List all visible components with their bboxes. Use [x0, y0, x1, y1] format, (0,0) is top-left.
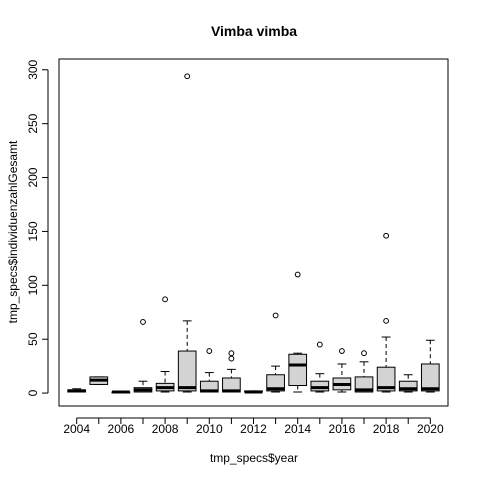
box-2007 [133, 319, 153, 393]
box-iqr [310, 380, 330, 392]
x-tick-label: 2010 [196, 422, 223, 436]
y-tick-label: 100 [26, 275, 40, 295]
outlier-point [228, 355, 235, 362]
outlier-point [272, 312, 279, 319]
box-iqr [376, 366, 396, 392]
plot-frame [58, 58, 449, 407]
outlier-point [140, 319, 146, 325]
box-iqr [354, 376, 374, 393]
outlier-point [162, 296, 168, 303]
box-iqr [420, 363, 440, 392]
y-tick-label: 50 [26, 332, 40, 346]
box-2016 [332, 348, 352, 393]
x-axis-label: tmp_specs$year [210, 451, 298, 465]
y-tick-label: 150 [26, 221, 40, 241]
y-tick-label: 250 [26, 113, 40, 133]
y-axis-label: tmp_specs$individuenzahlGesamt [6, 140, 20, 323]
x-tick-label: 2006 [108, 422, 135, 436]
box-2018 [376, 232, 396, 393]
box-iqr [398, 380, 418, 392]
x-tick-label: 2020 [417, 422, 444, 436]
box-2012 [244, 390, 263, 394]
box-2005 [89, 376, 109, 385]
x-tick-label: 2004 [63, 422, 90, 436]
y-tick-label: 0 [26, 389, 40, 396]
y-tick-label: 300 [26, 59, 40, 79]
outlier-point [294, 271, 301, 278]
box-2008 [155, 296, 175, 393]
x-tick-label: 2008 [152, 422, 179, 436]
x-tick-label: 2016 [329, 422, 356, 436]
box-2011 [222, 350, 241, 393]
outlier-point [228, 350, 235, 357]
box-2019 [398, 374, 418, 393]
boxes-group [67, 73, 440, 394]
box-2006 [111, 390, 131, 394]
box-2004 [67, 388, 87, 393]
box-2009 [177, 73, 197, 393]
box-iqr [288, 353, 308, 387]
box-2013 [266, 312, 285, 393]
outlier-point [316, 341, 323, 348]
box-2010 [199, 348, 219, 393]
y-axis: 0 50 100 150 200 250 300 [26, 59, 49, 396]
x-tick-label: 2014 [284, 422, 311, 436]
box-2017 [354, 350, 374, 393]
outlier-point [361, 350, 367, 357]
box-2014 [288, 271, 308, 393]
x-axis: 2004 2006 2008 2010 2012 2014 2016 2018 2020 [63, 417, 444, 436]
outlier-point [184, 73, 191, 80]
box-2015 [310, 341, 330, 393]
outlier-point [339, 348, 345, 354]
outlier-point [383, 232, 390, 239]
outlier-point [206, 348, 213, 354]
y-tick-label: 200 [26, 167, 40, 187]
box-iqr [177, 350, 197, 392]
outlier-point [383, 317, 390, 324]
x-tick-label: 2018 [373, 422, 400, 436]
box-2020 [420, 339, 440, 393]
box-iqr [266, 374, 285, 392]
chart-title: Vimba vimba [211, 23, 297, 39]
x-tick-label: 2012 [240, 422, 267, 436]
